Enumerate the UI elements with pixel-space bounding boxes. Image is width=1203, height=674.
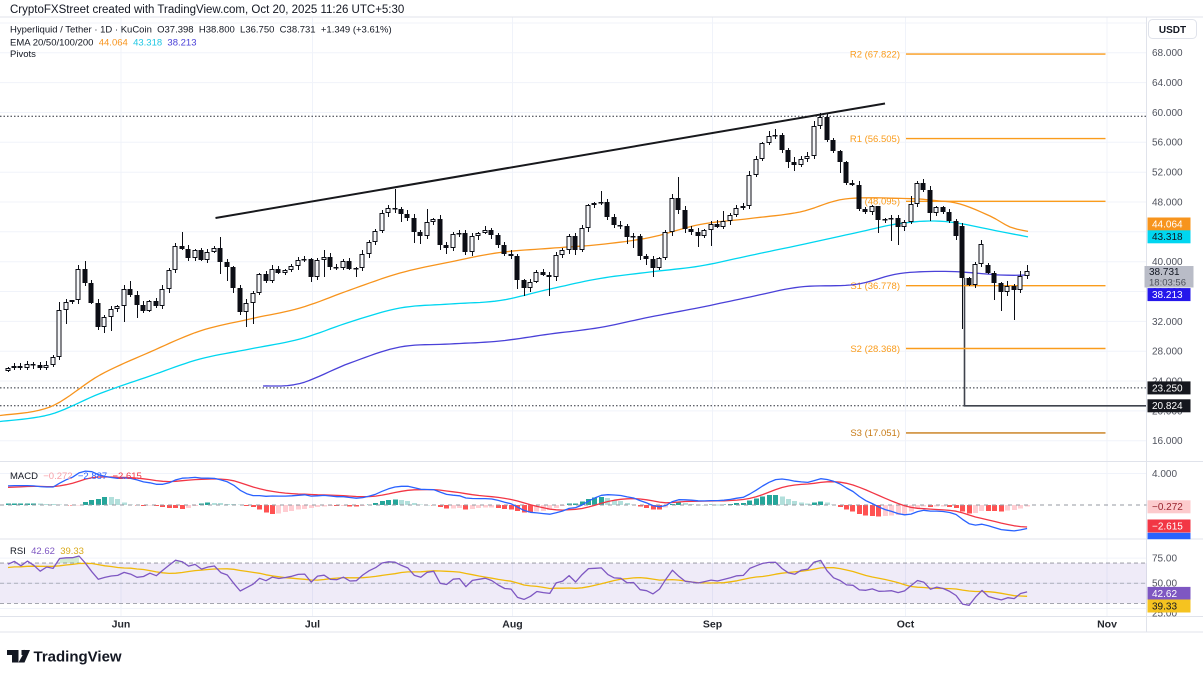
svg-text:20.824: 20.824: [1152, 401, 1183, 412]
svg-text:68.000: 68.000: [1152, 48, 1183, 59]
svg-text:Oct: Oct: [897, 619, 915, 631]
svg-text:44.064: 44.064: [1152, 219, 1183, 230]
svg-text:S3 (17.051): S3 (17.051): [850, 428, 900, 439]
svg-text:16.000: 16.000: [1152, 436, 1183, 447]
svg-text:25.00: 25.00: [1152, 609, 1177, 620]
svg-text:56.000: 56.000: [1152, 138, 1183, 149]
svg-text:48.000: 48.000: [1152, 197, 1183, 208]
svg-text:50.00: 50.00: [1152, 579, 1177, 590]
svg-text:MACD −0.272 −2.887 −2.615: MACD −0.272 −2.887 −2.615: [10, 471, 142, 482]
svg-text:Nov: Nov: [1097, 619, 1117, 631]
svg-text:40.000: 40.000: [1152, 257, 1183, 268]
svg-text:S1 (36.778): S1 (36.778): [850, 281, 900, 292]
svg-text:42.62: 42.62: [1152, 589, 1177, 600]
svg-text:−0.272: −0.272: [1152, 502, 1183, 513]
svg-text:52.000: 52.000: [1152, 168, 1183, 179]
svg-text:Aug: Aug: [502, 619, 522, 631]
svg-text:Pivots: Pivots: [10, 49, 36, 60]
svg-text:TradingView: TradingView: [34, 649, 122, 666]
svg-text:S2 (28.368): S2 (28.368): [850, 344, 900, 355]
svg-text:R2 (67.822): R2 (67.822): [850, 49, 900, 60]
svg-text:CryptoFXStreet created with Tr: CryptoFXStreet created with TradingView.…: [10, 4, 404, 16]
svg-text:RSI 42.62 39.33: RSI 42.62 39.33: [10, 546, 84, 557]
svg-text:−2.615: −2.615: [1152, 521, 1183, 532]
svg-text:4.000: 4.000: [1152, 469, 1177, 480]
svg-text:Hyperliquid / Tether · 1D · Ku: Hyperliquid / Tether · 1D · KuCoin O37.3…: [10, 24, 392, 35]
svg-text:USDT: USDT: [1159, 25, 1186, 36]
svg-text:Jul: Jul: [305, 619, 320, 631]
svg-text:32.000: 32.000: [1152, 317, 1183, 328]
svg-text:Sep: Sep: [703, 619, 722, 631]
svg-text:64.000: 64.000: [1152, 78, 1183, 89]
svg-text:39.33: 39.33: [1152, 601, 1177, 612]
svg-text:43.318: 43.318: [1152, 232, 1183, 243]
svg-text:28.000: 28.000: [1152, 347, 1183, 358]
svg-text:38.731: 38.731: [1149, 267, 1180, 278]
svg-text:23.250: 23.250: [1152, 383, 1183, 394]
svg-text:P (48.095): P (48.095): [856, 197, 900, 208]
svg-text:75.00: 75.00: [1152, 554, 1177, 565]
svg-text:EMA 20/50/100/200 44.064 43.: EMA 20/50/100/200 44.064 43.318 38.213: [10, 37, 196, 48]
svg-text:R1 (56.505): R1 (56.505): [850, 134, 900, 145]
svg-text:60.000: 60.000: [1152, 108, 1183, 119]
svg-text:Jun: Jun: [112, 619, 131, 631]
svg-text:18:03:56: 18:03:56: [1149, 277, 1186, 288]
svg-text:38.213: 38.213: [1152, 290, 1183, 301]
